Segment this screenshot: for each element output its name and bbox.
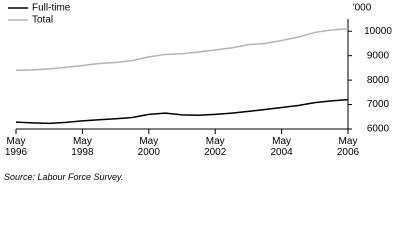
y-tick-label: 9000 <box>367 50 390 61</box>
x-tick-label: May 2004 <box>270 136 293 158</box>
x-tick-label: May 2006 <box>336 136 360 158</box>
legend-label: Full-time <box>32 3 71 14</box>
y-tick-label: 8000 <box>367 75 390 86</box>
data-line <box>15 98 349 125</box>
legend-label: Total <box>32 15 53 26</box>
chart: '000 6000 7000 8000 9000 10000 Full-time Total… <box>4 2 393 182</box>
y-axis-label: '000 <box>353 3 372 14</box>
x-tick-label: May 2000 <box>137 136 160 158</box>
x-tick-label: May 2002 <box>204 136 227 158</box>
data-line <box>15 28 349 72</box>
y-tick-label: 6000 <box>367 124 390 135</box>
y-tick-label: 7000 <box>367 99 390 110</box>
x-tick-label: May 1998 <box>71 136 94 158</box>
y-tick-label: 10000 <box>364 26 392 37</box>
source: Source: Labour Force Survey. <box>4 172 124 182</box>
x-tick-label: May 1996 <box>4 136 28 158</box>
